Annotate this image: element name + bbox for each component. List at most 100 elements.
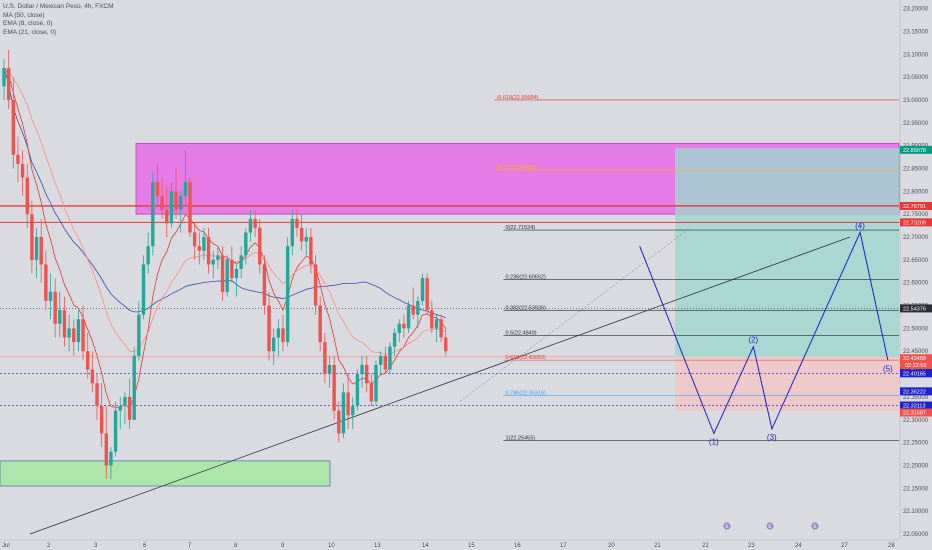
candle-body	[397, 323, 401, 333]
candle-body	[123, 396, 127, 407]
candle-body	[299, 227, 304, 242]
candle-body	[244, 232, 248, 256]
candle-body	[304, 237, 308, 242]
candle-body	[53, 291, 57, 324]
symbol-title[interactable]: U.S. Dollar / Mexican Peso, 4h, FXCM	[3, 3, 114, 10]
candle-body	[253, 218, 257, 228]
candles-layer	[2, 49, 448, 480]
candle-body	[262, 264, 267, 306]
candle-body	[174, 191, 178, 210]
candle-body	[420, 278, 425, 301]
time-tick-label: 23	[748, 543, 755, 549]
wave-label: (4)	[855, 221, 865, 230]
candle-body	[430, 310, 434, 329]
candle-body	[290, 218, 294, 247]
indicator-ma50[interactable]: MA (50, close)	[3, 11, 45, 19]
candle-body	[132, 355, 136, 420]
overlay-layer: -0.618(22.99994) -0.27(22.84655) 0(22.7152…	[496, 95, 893, 530]
candle-body	[99, 406, 104, 434]
price-tick-label: 23.20000	[903, 7, 929, 13]
price-tag	[900, 369, 932, 378]
candle-body	[206, 237, 211, 265]
ema21-line	[3, 67, 446, 355]
candle-body	[388, 346, 392, 370]
price-tag	[900, 354, 932, 363]
price-tick-label: 22.20000	[903, 463, 929, 469]
price-tick-label: 22.35000	[903, 395, 929, 401]
wave-label: (2)	[748, 336, 758, 345]
time-tick-label: 27	[841, 543, 848, 549]
candle-body	[151, 182, 155, 247]
candle-body	[169, 191, 174, 224]
candle-body	[202, 237, 206, 251]
price-tick-label: 22.80000	[903, 189, 929, 195]
candle-body	[30, 214, 34, 260]
price-tick-label: 22.85000	[903, 166, 929, 172]
time-tick-label: 15	[468, 543, 475, 549]
price-tag-label: 22.43468	[903, 356, 926, 362]
candle-body	[351, 406, 355, 416]
candle-body	[165, 209, 169, 224]
time-tick-label: 20	[608, 543, 615, 549]
candle-body	[113, 410, 118, 452]
event-flag-label: E	[813, 524, 817, 530]
candle-body	[392, 332, 397, 347]
candle-body	[234, 269, 239, 279]
candle-body	[341, 392, 346, 434]
candle-body	[192, 232, 197, 247]
lines-layer	[0, 67, 899, 535]
candle-body	[160, 195, 164, 210]
candle-body	[355, 374, 360, 407]
candle-body	[48, 291, 53, 301]
candle-body	[76, 319, 81, 343]
candle-body	[411, 305, 415, 315]
candle-body	[267, 305, 271, 352]
candle-body	[337, 410, 341, 434]
time-tick-label: 14	[422, 543, 429, 549]
candle-body	[95, 383, 99, 407]
trendline	[29, 236, 851, 535]
candle-body	[295, 218, 299, 228]
candle-body	[444, 337, 448, 352]
indicator-ema8[interactable]: EMA (8, close, 0)	[3, 20, 53, 28]
time-tick-label: 7	[188, 543, 192, 549]
time-tick-label: 22	[702, 543, 709, 549]
candle-body	[258, 227, 262, 265]
candle-body	[378, 355, 383, 365]
time-tick-label: 13	[374, 543, 381, 549]
candle-body	[276, 328, 281, 338]
countdown-tag	[900, 360, 932, 369]
price-tag-label: 22.31587	[903, 411, 926, 417]
time-tick-label: 6	[143, 543, 147, 549]
trendline-dotted	[459, 227, 691, 402]
candle-body	[34, 237, 39, 260]
candle-body	[155, 182, 160, 196]
candle-body	[197, 246, 201, 251]
price-tick-label: 22.45000	[903, 349, 929, 355]
entry-band	[0, 355, 675, 358]
time-tick-label: 9	[281, 543, 285, 549]
price-tag-label: 22.33113	[903, 404, 926, 410]
price-tick-label: 22.95000	[903, 121, 929, 127]
price-tag	[900, 201, 932, 210]
candle-body	[62, 310, 67, 338]
candle-body	[383, 355, 387, 370]
wave-label: (3)	[767, 433, 777, 442]
candle-body	[225, 259, 229, 292]
time-tick-label: 21	[654, 543, 661, 549]
candle-body	[216, 255, 220, 260]
price-tag	[900, 401, 932, 410]
price-tag-label: 22.36222	[903, 389, 926, 395]
indicator-ema21[interactable]: EMA (21, close, 0)	[3, 28, 57, 36]
candle-body	[285, 246, 290, 343]
demand-zone	[0, 460, 331, 487]
candle-body	[211, 259, 215, 265]
wave-label: (1)	[709, 437, 719, 446]
candle-body	[146, 246, 150, 265]
candle-body	[406, 305, 411, 329]
event-flag-icon	[811, 522, 819, 530]
candle-body	[272, 337, 276, 352]
candle-body	[90, 369, 95, 384]
